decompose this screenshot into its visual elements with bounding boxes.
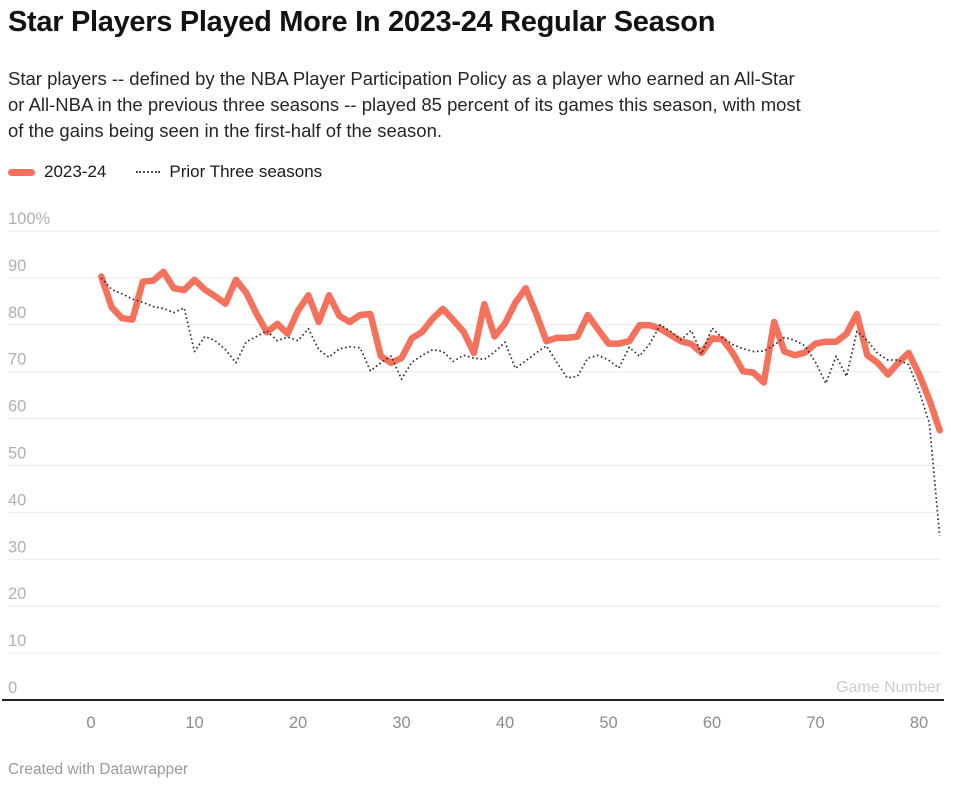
line-chart-plot-area[interactable]: 0 10 20 30 40 50 60 70 80 90 100% 0 10 20 30 40 50 60 70 80… (0, 200, 960, 760)
y-tick-label-30: 30 (8, 538, 26, 556)
y-tick-label-60: 60 (8, 398, 26, 416)
legend-label-prior-three-seasons: Prior Three seasons (169, 162, 323, 181)
x-tick-label-50: 50 (599, 714, 617, 732)
legend-swatch-dotted-line-icon (136, 171, 161, 173)
x-tick-label-10: 10 (185, 714, 203, 732)
x-axis-title: Game Number (836, 679, 942, 696)
y-tick-label-40: 40 (8, 491, 26, 509)
subtitle-line-3: of the gains being seen in the first-hal… (8, 120, 443, 141)
attribution: Created with Datawrapper (8, 761, 189, 778)
legend-label-2023-24: 2023-24 (44, 162, 107, 181)
x-tick-label-80: 80 (910, 714, 928, 732)
chart-title: Star Players Played More In 2023-24 Regu… (8, 6, 716, 38)
x-tick-label-40: 40 (496, 714, 514, 732)
y-tick-label-20: 20 (8, 585, 26, 603)
y-tick-label-50: 50 (8, 445, 26, 463)
y-tick-label-10: 10 (8, 632, 26, 650)
y-tick-label-100: 100% (8, 210, 51, 228)
legend-item-prior-three-seasons: Prior Three seasons (136, 162, 322, 182)
subtitle-line-2: or All-NBA in the previous three seasons… (8, 94, 801, 115)
y-tick-label-70: 70 (8, 351, 26, 369)
y-tick-label-90: 90 (8, 257, 26, 275)
x-tick-label-20: 20 (289, 714, 307, 732)
y-tick-label-80: 80 (8, 304, 26, 322)
x-tick-label-0: 0 (86, 714, 95, 732)
x-tick-label-60: 60 (703, 714, 721, 732)
series-line-2023-24[interactable] (98, 268, 943, 434)
x-tick-label-70: 70 (806, 714, 824, 732)
y-tick-label-0: 0 (8, 679, 17, 697)
legend: 2023-24 Prior Three seasons (8, 162, 322, 182)
series-line-prior-three-seasons[interactable] (100, 277, 941, 536)
legend-swatch-solid-line-icon (8, 168, 35, 176)
subtitle-line-1: Star players -- defined by the NBA Playe… (8, 68, 795, 89)
x-tick-label-30: 30 (392, 714, 410, 732)
legend-item-2023-24: 2023-24 (8, 162, 106, 182)
chart-subtitle: Star players -- defined by the NBA Playe… (8, 66, 801, 144)
